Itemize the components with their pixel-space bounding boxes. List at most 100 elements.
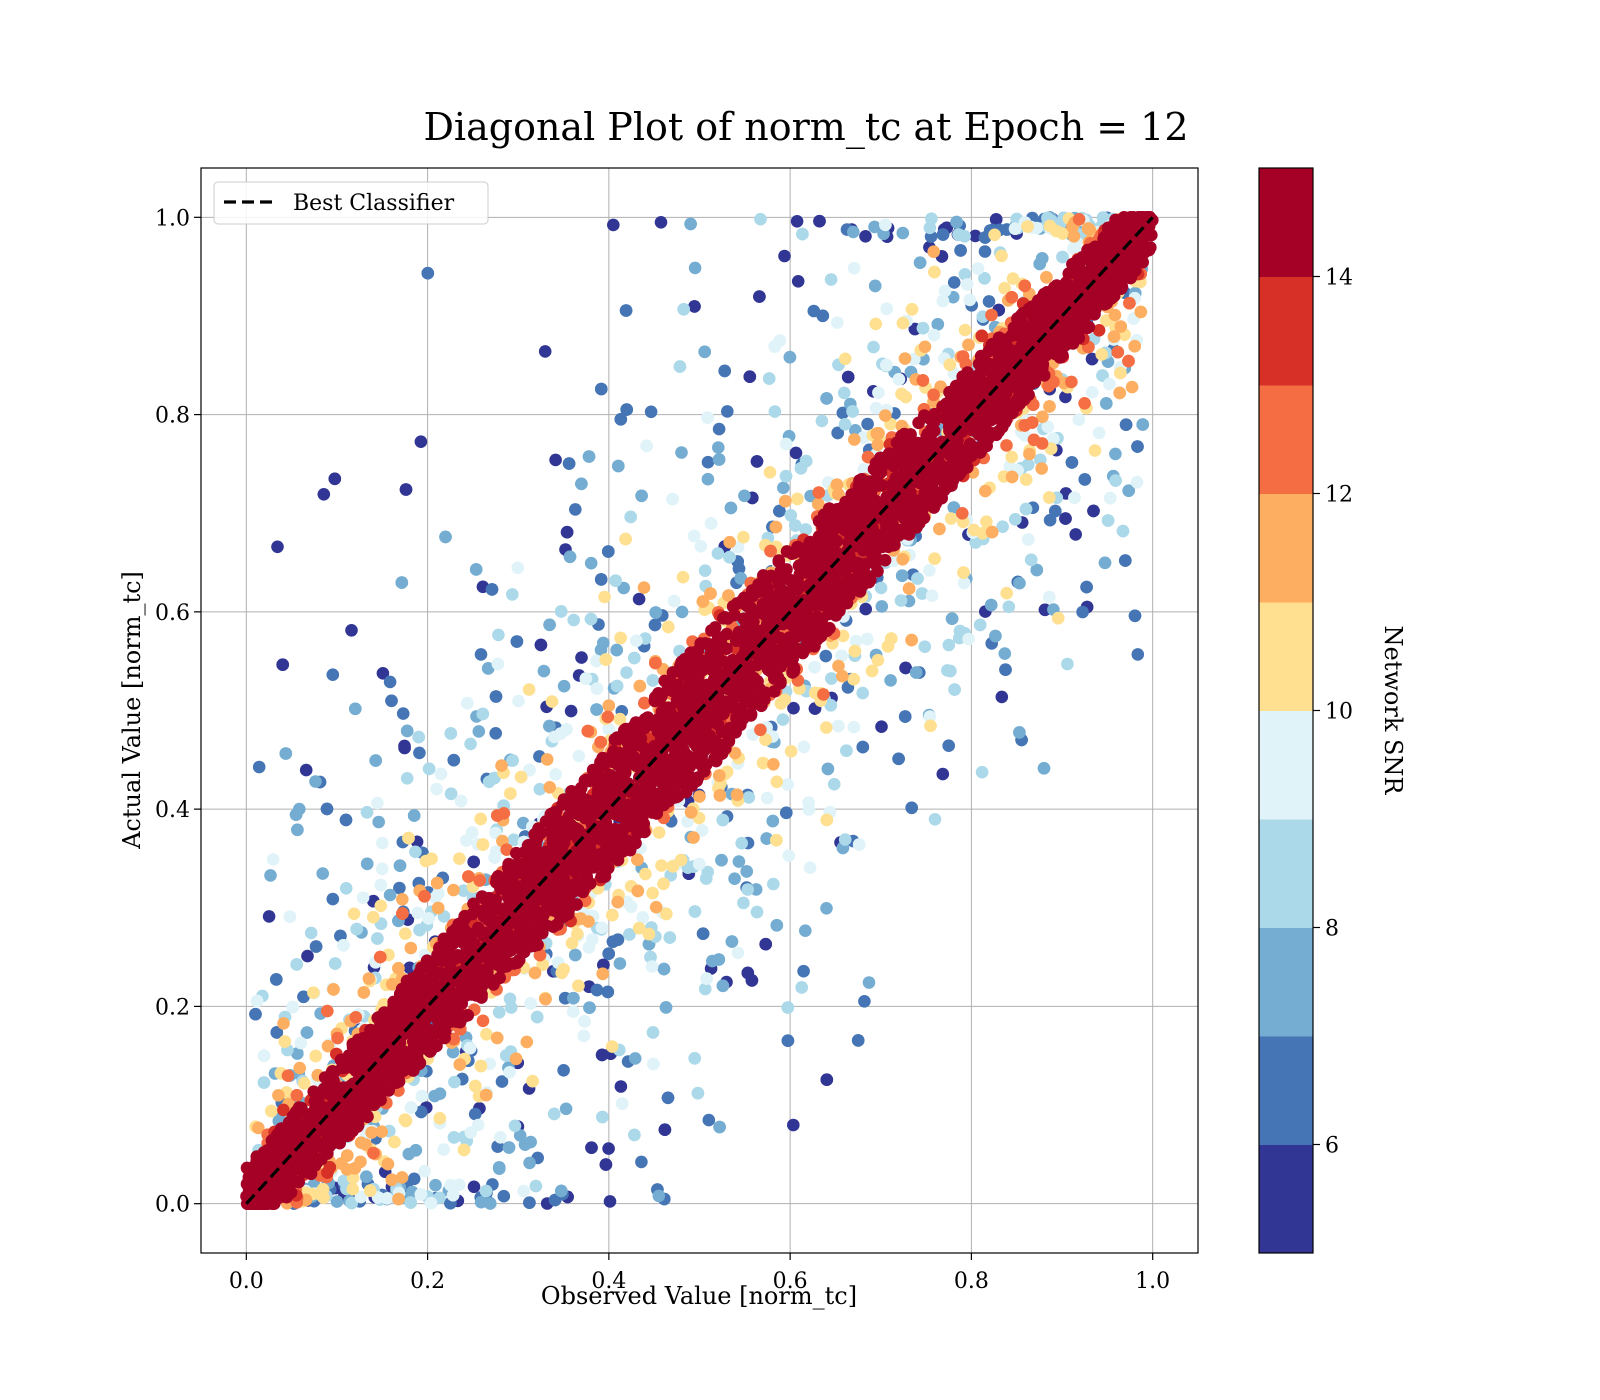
scatter-point <box>764 544 777 558</box>
scatter-point <box>309 1049 323 1063</box>
scatter-point <box>660 907 673 921</box>
scatter-point <box>409 845 422 859</box>
scatter-point <box>899 661 912 675</box>
scatter-point <box>1065 456 1079 469</box>
scatter-point <box>599 1158 613 1171</box>
scatter-point <box>512 694 525 708</box>
scatter-point <box>299 763 313 777</box>
scatter-point <box>835 649 848 663</box>
scatter-point <box>635 489 648 503</box>
scatter-point <box>858 995 871 1008</box>
scatter-point <box>596 1110 609 1124</box>
scatter-point <box>577 1029 591 1043</box>
scatter-point <box>447 753 461 767</box>
scatter-point <box>962 632 975 646</box>
scatter-point <box>463 1041 477 1055</box>
scatter-point <box>763 466 777 479</box>
scatter-point <box>596 967 609 981</box>
scatter-point <box>895 387 908 401</box>
scatter-point <box>989 629 1002 643</box>
scatter-point <box>777 481 790 495</box>
scatter-point <box>847 720 861 734</box>
scatter-point <box>731 946 745 960</box>
scatter-point <box>732 855 746 868</box>
scatter-point <box>856 686 869 700</box>
scatter-point <box>1061 657 1074 671</box>
scatter-point <box>349 1011 363 1024</box>
scatter-point <box>630 634 643 648</box>
scatter-point <box>787 701 800 715</box>
scatter-point <box>624 510 637 524</box>
scatter-point <box>675 605 689 619</box>
scatter-point <box>831 316 844 329</box>
scatter-point <box>1005 291 1019 304</box>
scatter-point <box>657 962 671 976</box>
scatter-point <box>614 631 627 645</box>
scatter-point <box>950 215 963 229</box>
scatter-point <box>422 912 435 925</box>
scatter-point <box>927 328 941 342</box>
scatter-point <box>613 957 627 970</box>
scatter-point <box>869 401 883 415</box>
scatter-point <box>594 573 608 586</box>
scatter-point <box>1068 491 1081 505</box>
scatter-point <box>346 1182 360 1196</box>
scatter-point <box>894 594 908 607</box>
scatter-point <box>778 693 791 707</box>
scatter-point <box>704 587 717 600</box>
scatter-point <box>602 1142 615 1155</box>
scatter-point <box>540 753 554 766</box>
scatter-point <box>1092 426 1106 440</box>
scatter-point <box>644 405 658 419</box>
scatter-point <box>473 874 487 887</box>
scatter-point <box>611 895 625 909</box>
scatter-point <box>328 957 342 970</box>
scatter-point <box>388 1135 401 1149</box>
scatter-point <box>476 707 490 721</box>
scatter-point <box>963 293 977 307</box>
scatter-point <box>281 1069 295 1082</box>
scatter-point <box>1051 611 1065 625</box>
scatter-point <box>491 657 505 671</box>
scatter-point <box>1002 600 1016 614</box>
scatter-point <box>567 613 580 627</box>
scatter-point <box>584 556 598 570</box>
scatter-point <box>796 227 809 241</box>
scatter-point <box>1078 473 1092 486</box>
scatter-point <box>759 937 772 951</box>
scatter-point <box>820 1073 834 1086</box>
scatter-point <box>560 525 574 539</box>
scatter-point <box>817 688 830 701</box>
scatter-point <box>283 910 297 923</box>
scatter-point <box>504 787 517 800</box>
scatter-point <box>286 1000 300 1014</box>
scatter-point <box>555 966 568 980</box>
scatter-point <box>928 552 941 565</box>
scatter-point <box>723 550 736 564</box>
scatter-point <box>562 457 576 470</box>
scatter-point <box>413 746 426 760</box>
scatter-point <box>398 1113 412 1126</box>
scatter-point <box>905 801 918 815</box>
scatter-point <box>412 730 426 744</box>
scatter-point <box>524 1135 537 1149</box>
scatter-point <box>1087 504 1100 518</box>
scatter-point <box>701 455 715 469</box>
scatter-point <box>738 489 751 503</box>
scatter-point <box>1025 416 1039 429</box>
scatter-point <box>543 618 556 632</box>
scatter-point <box>1092 324 1106 337</box>
scatter-point <box>791 275 805 288</box>
scatter-point <box>713 769 726 782</box>
scatter-point <box>578 1015 591 1028</box>
scatter-point <box>321 1039 335 1053</box>
scatter-point <box>620 666 633 679</box>
scatter-point <box>400 724 414 738</box>
scatter-point <box>781 1001 795 1014</box>
scatter-point <box>649 656 662 670</box>
scatter-point <box>316 1183 330 1196</box>
scatter-point <box>509 1052 523 1066</box>
scatter-point <box>594 643 608 657</box>
scatter-point <box>437 1143 450 1156</box>
scatter-point <box>1036 410 1049 424</box>
